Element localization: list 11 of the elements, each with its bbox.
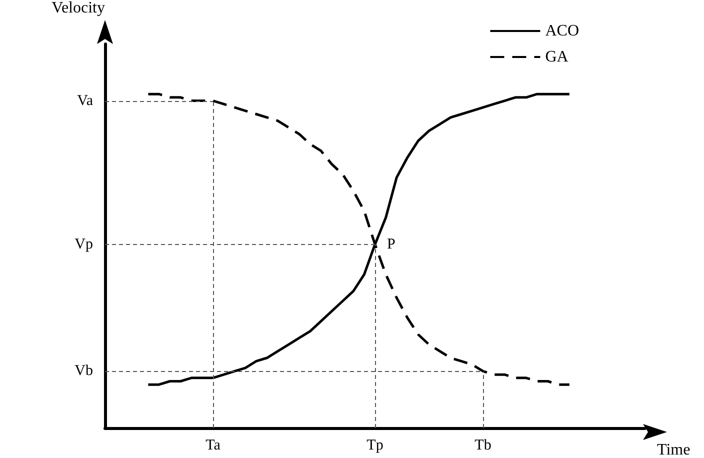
ref-line-label: Vb xyxy=(74,363,93,380)
x-axis-title: Time xyxy=(657,442,690,458)
annotation: P xyxy=(387,236,396,252)
x-tick-label: Tp xyxy=(366,438,384,454)
ref-line-label: Vp xyxy=(74,236,93,252)
x-tick-label: Tb xyxy=(474,438,492,454)
legend-label: GA xyxy=(545,48,569,66)
legend-label: ACO xyxy=(545,22,579,40)
ref-line-label: Va xyxy=(77,92,94,109)
y-axis-title: Velocity xyxy=(52,0,105,16)
x-tick-label: Ta xyxy=(206,438,221,454)
